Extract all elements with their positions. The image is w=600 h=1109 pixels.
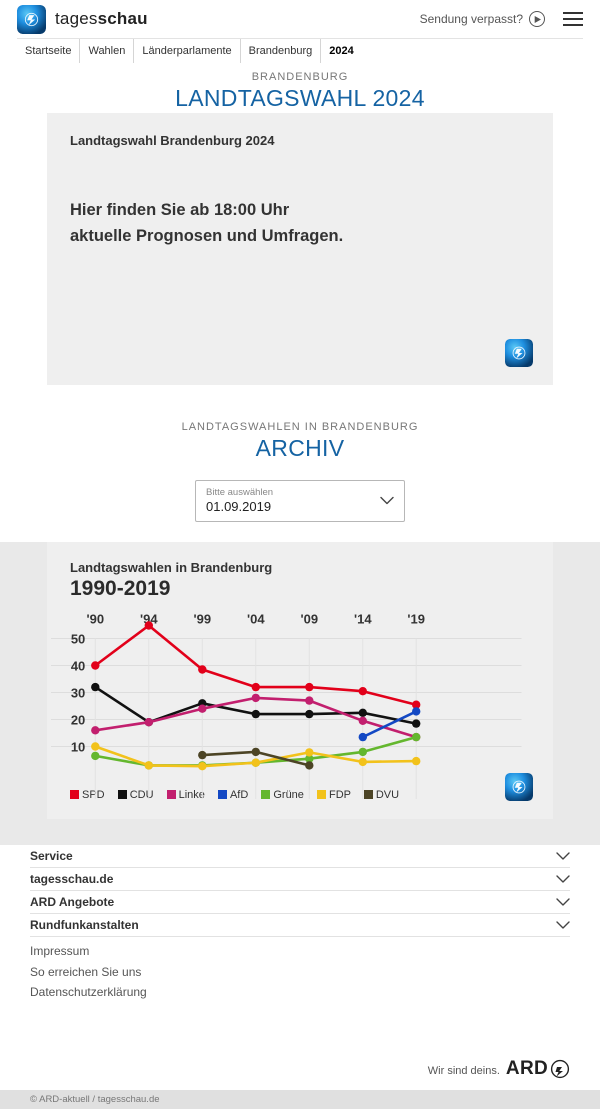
svg-text:'99: '99 bbox=[194, 612, 212, 627]
svg-text:30: 30 bbox=[71, 686, 85, 701]
svg-text:50: 50 bbox=[71, 632, 85, 647]
svg-text:'94: '94 bbox=[140, 612, 158, 627]
svg-text:40: 40 bbox=[71, 659, 85, 674]
svg-text:'90: '90 bbox=[87, 612, 105, 627]
svg-text:'19: '19 bbox=[407, 612, 425, 627]
svg-text:10: 10 bbox=[71, 740, 85, 755]
svg-text:'14: '14 bbox=[354, 612, 372, 627]
svg-text:20: 20 bbox=[71, 713, 85, 728]
svg-text:'09: '09 bbox=[301, 612, 319, 627]
svg-text:'04: '04 bbox=[247, 612, 265, 627]
